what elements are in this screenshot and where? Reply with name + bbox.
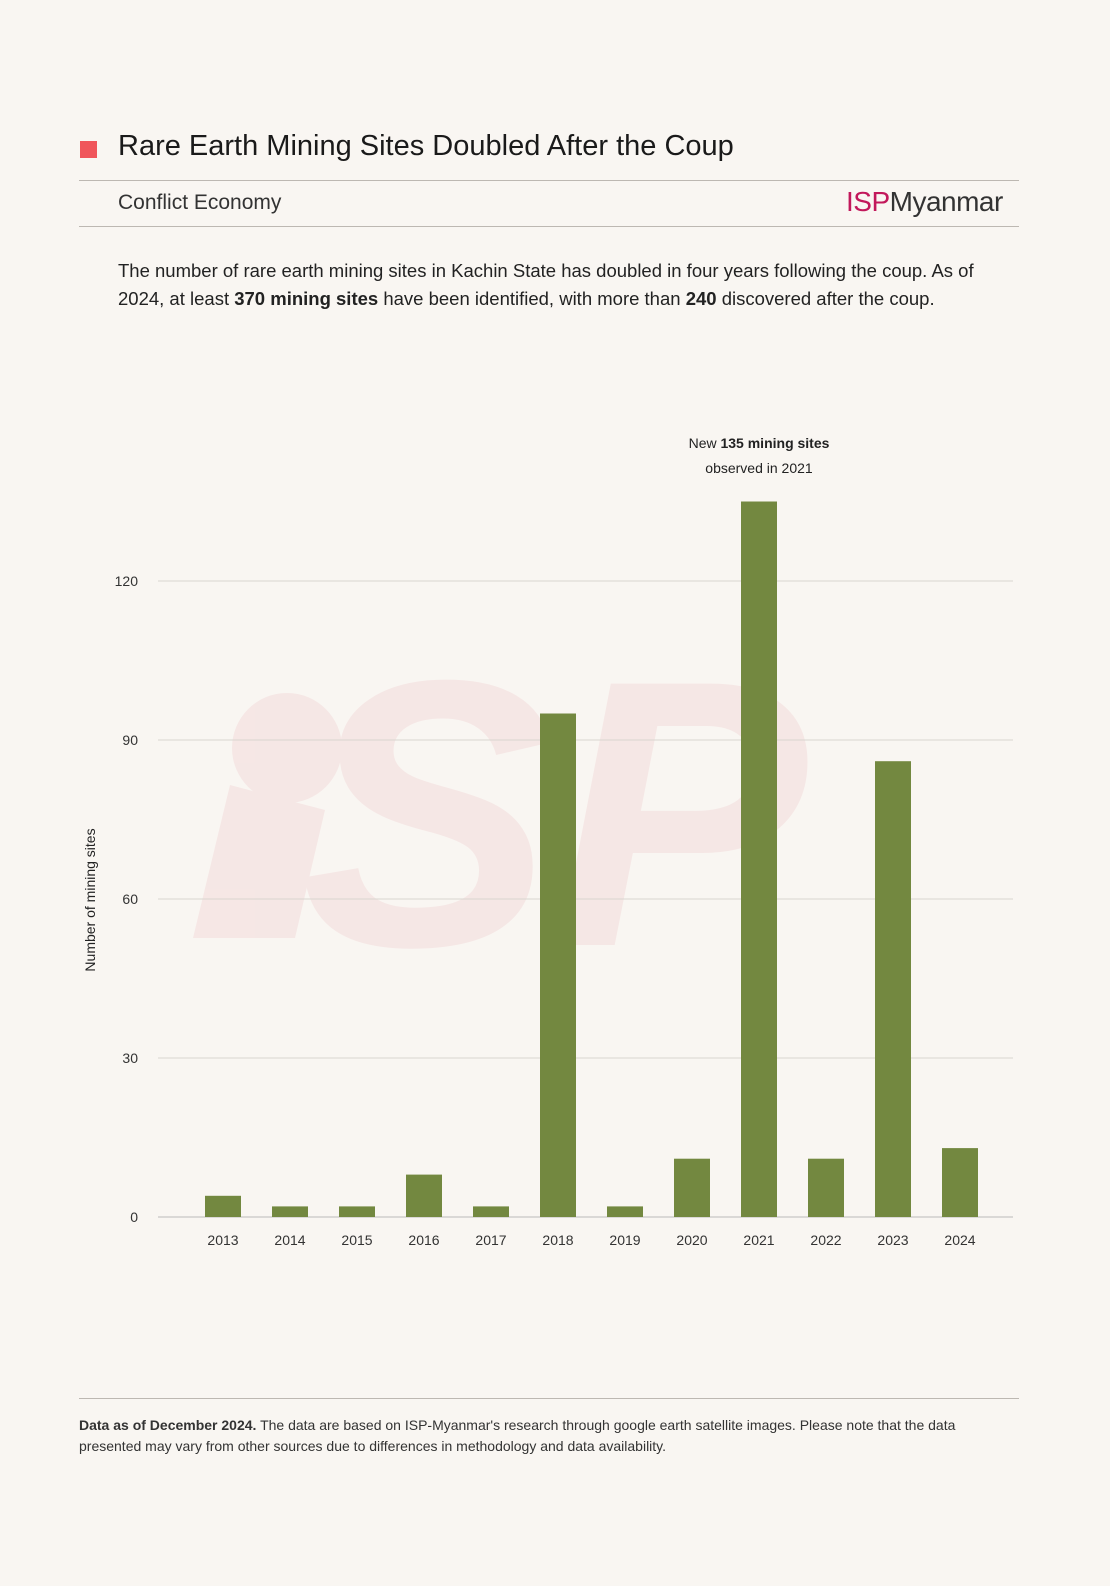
y-tick-label: 0 — [130, 1209, 138, 1225]
bar-2022 — [808, 1158, 844, 1217]
bar-2014 — [272, 1206, 308, 1217]
annotation-bold: 135 mining sites — [720, 435, 829, 451]
desc-bold: 240 — [685, 288, 717, 309]
x-tick-label: 2019 — [609, 1232, 640, 1248]
bar-chart: SP 0 30 60 90 120 2013 2014 2015 2016 2017 2018 20… — [82, 435, 1013, 1248]
x-tick-label: 2016 — [408, 1232, 439, 1248]
annotation-prefix: New — [689, 435, 721, 451]
y-tick-label: 120 — [115, 573, 139, 589]
bar-2018 — [540, 713, 576, 1217]
description: The number of rare earth mining sites in… — [118, 257, 1008, 313]
x-tick-label: 2015 — [341, 1232, 372, 1248]
x-tick-label: 2022 — [810, 1232, 841, 1248]
bar-2013 — [205, 1195, 241, 1217]
bar-2020 — [674, 1158, 710, 1217]
bar-2019 — [607, 1206, 643, 1217]
annotation-line1: New 135 mining sites — [689, 435, 830, 451]
desc-text: The number of rare earth mining sites in… — [118, 260, 974, 309]
divider — [79, 226, 1019, 227]
desc-text: have been identified, with more than — [378, 288, 686, 309]
divider — [79, 1398, 1019, 1399]
page-title: Rare Earth Mining Sites Doubled After th… — [118, 130, 734, 162]
x-tick-label: 2013 — [207, 1232, 238, 1248]
bar-2015 — [339, 1206, 375, 1217]
x-tick-label: 2014 — [274, 1232, 305, 1248]
desc-text: discovered after the coup. — [716, 288, 935, 309]
logo-isp: ISP — [846, 186, 890, 217]
isp-myanmar-logo: ISPMyanmar — [846, 186, 1003, 218]
y-tick-label: 60 — [122, 891, 138, 907]
footnote: Data as of December 2024. The data are b… — [79, 1415, 1019, 1457]
x-tick-label: 2021 — [743, 1232, 774, 1248]
x-tick-label: 2024 — [944, 1232, 975, 1248]
bar-2024 — [942, 1148, 978, 1217]
y-tick-label: 90 — [122, 732, 138, 748]
category-label: Conflict Economy — [118, 191, 282, 214]
x-tick-label: 2020 — [676, 1232, 707, 1248]
desc-bold: 370 mining sites — [234, 288, 379, 309]
x-tick-label: 2018 — [542, 1232, 573, 1248]
title-marker — [80, 141, 97, 158]
bar-2023 — [875, 761, 911, 1217]
bar-2021 — [741, 501, 777, 1217]
x-tick-label: 2017 — [475, 1232, 506, 1248]
y-axis-label: Number of mining sites — [82, 828, 98, 971]
bar-2016 — [406, 1174, 442, 1217]
footnote-text: The data are based on ISP-Myanmar's rese… — [79, 1417, 956, 1454]
footnote-bold: Data as of December 2024. — [79, 1417, 257, 1433]
divider — [79, 180, 1019, 181]
bar-2017 — [473, 1206, 509, 1217]
y-tick-label: 30 — [122, 1050, 138, 1066]
x-tick-label: 2023 — [877, 1232, 908, 1248]
logo-myanmar: Myanmar — [889, 186, 1004, 217]
annotation-line2: observed in 2021 — [705, 460, 813, 476]
watermark: SP — [193, 601, 809, 1026]
